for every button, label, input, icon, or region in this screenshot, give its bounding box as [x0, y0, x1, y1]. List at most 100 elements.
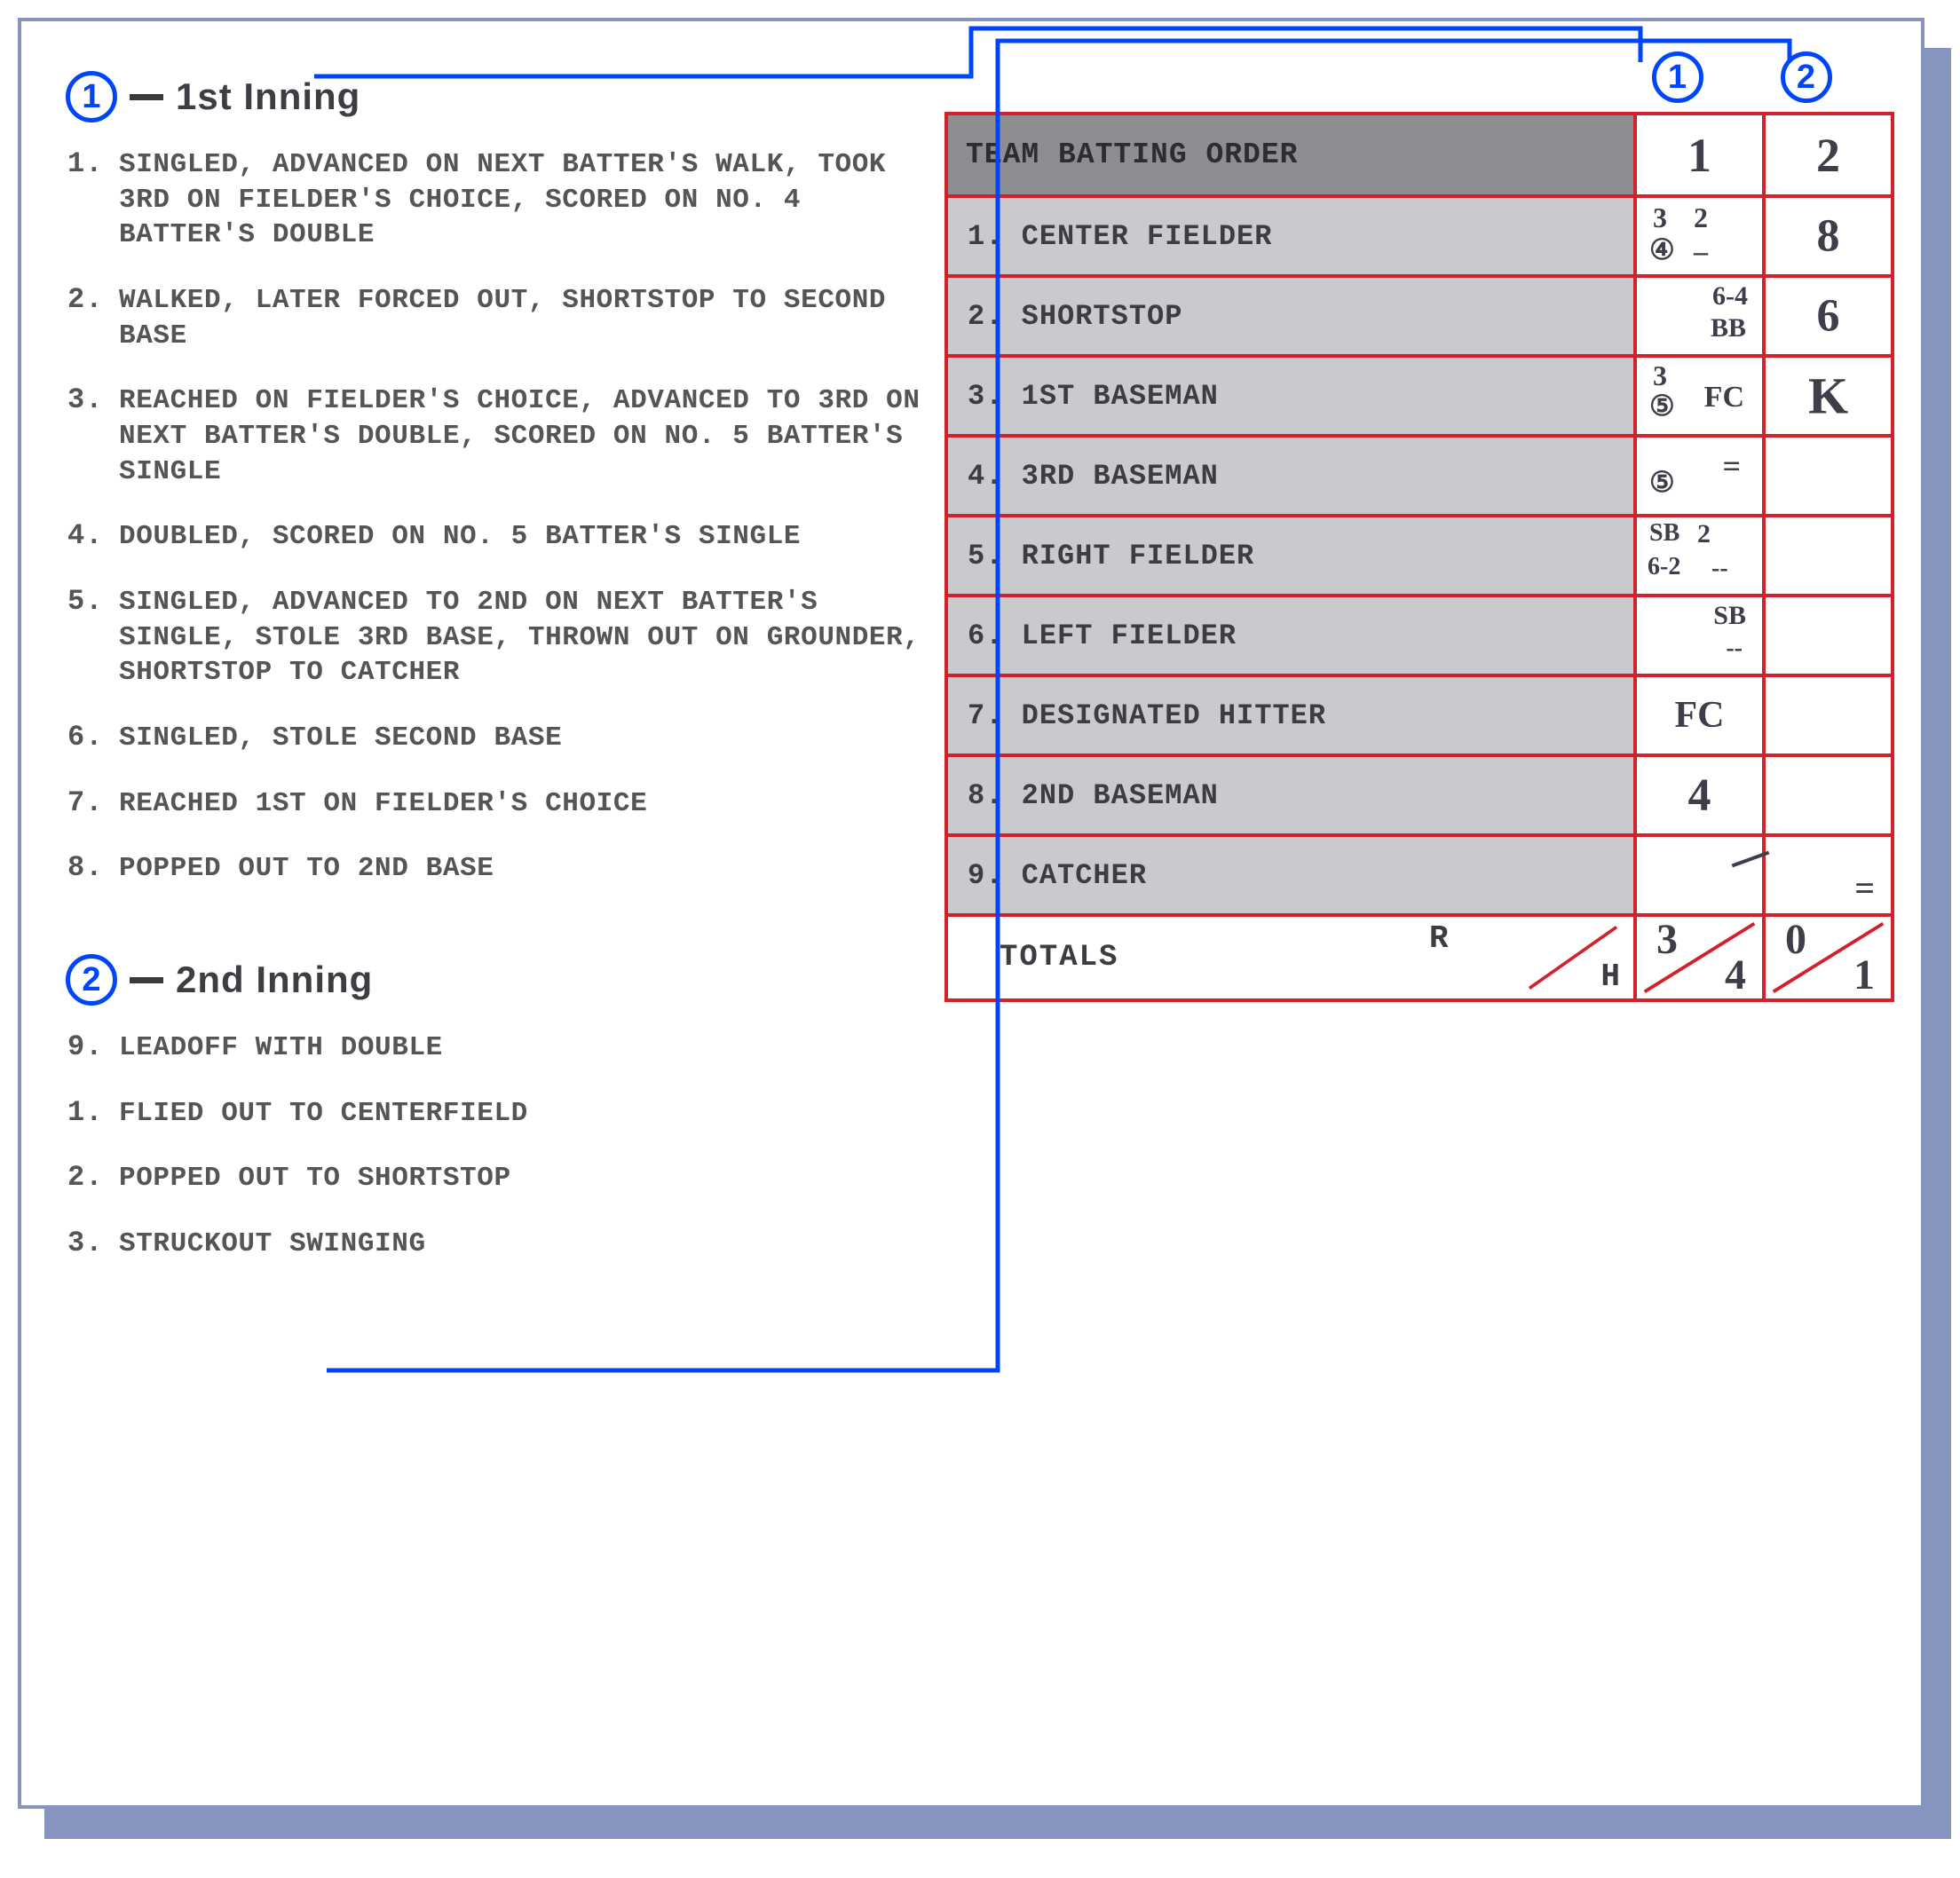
- score-cell: =: [1764, 835, 1893, 915]
- inning-1-header: 1 1st Inning: [66, 71, 923, 122]
- score-cell: [1635, 835, 1764, 915]
- inning-2-header: 2 2nd Inning: [66, 954, 923, 1006]
- dash: [130, 977, 163, 983]
- play-text: STRUCKOUT SWINGING: [119, 1227, 923, 1262]
- position-cell: 3. 1ST BASEMAN: [946, 356, 1635, 436]
- score-notation: 2: [1697, 521, 1711, 548]
- score-cell: 4: [1635, 755, 1764, 835]
- play-text: SINGLED, ADVANCED TO 2ND ON NEXT BATTER'…: [119, 585, 923, 690]
- score-cell: 32④–: [1635, 196, 1764, 276]
- play-number: 8.: [66, 851, 119, 887]
- score-notation: =: [1722, 450, 1741, 482]
- play-item: 4.DOUBLED, SCORED ON NO. 5 BATTER'S SING…: [66, 519, 923, 555]
- score-notation: 3: [1653, 361, 1667, 390]
- play-item: 9.LEADOFF WITH DOUBLE: [66, 1030, 923, 1066]
- table-row: 7. DESIGNATED HITTERFC: [946, 675, 1893, 755]
- play-text: SINGLED, STOLE SECOND BASE: [119, 721, 923, 756]
- score-notation: =: [1854, 871, 1875, 906]
- table-row: 4. 3RD BASEMAN⑤=: [946, 436, 1893, 516]
- play-text: WALKED, LATER FORCED OUT, SHORTSTOP TO S…: [119, 283, 923, 353]
- inning-2-marker: 2: [66, 954, 117, 1006]
- score-cell: ⑤=: [1635, 436, 1764, 516]
- scoretable-column: 1 2 TEAM BATTING ORDER 1 2 1. CENTER FIE…: [944, 48, 1894, 1779]
- score-notation: 6-2: [1648, 555, 1680, 580]
- totals-label-cell: TOTALS R H: [946, 915, 1635, 1000]
- score-cell: 8: [1764, 196, 1893, 276]
- play-text: POPPED OUT TO 2ND BASE: [119, 851, 923, 887]
- score-notation: BB: [1711, 315, 1746, 342]
- play-item: 1.FLIED OUT TO CENTERFIELD: [66, 1096, 923, 1132]
- play-item: 6.SINGLED, STOLE SECOND BASE: [66, 721, 923, 756]
- play-number: 2.: [66, 1161, 119, 1196]
- inning-col-2: 2: [1764, 114, 1893, 196]
- totals-inning-2: 0 1: [1764, 915, 1893, 1000]
- totals-label: TOTALS: [1000, 941, 1118, 975]
- play-number: 1.: [66, 147, 119, 253]
- play-text: SINGLED, ADVANCED ON NEXT BATTER'S WALK,…: [119, 147, 923, 253]
- table-row: 9. CATCHER =: [946, 835, 1893, 915]
- score-cell: [1764, 675, 1893, 755]
- play-number: 3.: [66, 1227, 119, 1262]
- inning-col-1: 1: [1635, 114, 1764, 196]
- position-cell: 9. CATCHER: [946, 835, 1635, 915]
- score-cell: 6: [1764, 276, 1893, 356]
- position-cell: 2. SHORTSTOP: [946, 276, 1635, 356]
- score-cell: [1764, 755, 1893, 835]
- batting-order-header: TEAM BATTING ORDER: [946, 114, 1635, 196]
- score-notation: 4: [1637, 769, 1762, 822]
- dash: [130, 94, 163, 100]
- play-item: 8.POPPED OUT TO 2ND BASE: [66, 851, 923, 887]
- inning-1-marker: 1: [66, 71, 117, 122]
- totals-1-h: 4: [1725, 954, 1746, 997]
- score-notation: K: [1766, 367, 1891, 426]
- table-row: 5. RIGHT FIELDERSB26-2--: [946, 516, 1893, 596]
- play-number: 9.: [66, 1030, 119, 1066]
- inning-1-title: 1st Inning: [176, 75, 360, 118]
- totals-2-r: 0: [1785, 919, 1806, 961]
- position-cell: 8. 2ND BASEMAN: [946, 755, 1635, 835]
- rh-r-label: R: [1429, 920, 1450, 957]
- score-notation: --: [1726, 636, 1743, 661]
- score-cell: K: [1764, 356, 1893, 436]
- scorecard-wrapper: 1 1st Inning 1.SINGLED, ADVANCED ON NEXT…: [18, 18, 1960, 1860]
- play-number: 7.: [66, 786, 119, 822]
- score-cell: SB --: [1635, 596, 1764, 675]
- inning-2-title: 2nd Inning: [176, 959, 373, 1001]
- play-item: 2.WALKED, LATER FORCED OUT, SHORTSTOP TO…: [66, 283, 923, 353]
- play-item: 3.STRUCKOUT SWINGING: [66, 1227, 923, 1262]
- score-notation: FC: [1704, 383, 1744, 413]
- score-notation: ⑤: [1649, 468, 1675, 496]
- score-notation: 2: [1694, 203, 1708, 232]
- col-marker-1: 1: [1652, 51, 1703, 103]
- play-number: 1.: [66, 1096, 119, 1132]
- column-markers: 1 2: [944, 51, 1894, 103]
- play-number: 6.: [66, 721, 119, 756]
- score-cell: 3⑤FC: [1635, 356, 1764, 436]
- play-item: 1.SINGLED, ADVANCED ON NEXT BATTER'S WAL…: [66, 147, 923, 253]
- play-item: 5.SINGLED, ADVANCED TO 2ND ON NEXT BATTE…: [66, 585, 923, 690]
- score-notation: 8: [1766, 210, 1891, 263]
- score-notation: SB: [1649, 521, 1679, 546]
- play-text: LEADOFF WITH DOUBLE: [119, 1030, 923, 1066]
- score-notation: SB: [1713, 603, 1746, 629]
- play-item: 3.REACHED ON FIELDER'S CHOICE, ADVANCED …: [66, 383, 923, 489]
- rh-h-label: H: [1600, 959, 1621, 995]
- position-cell: 5. RIGHT FIELDER: [946, 516, 1635, 596]
- table-row: 2. SHORTSTOP 6-4 BB 6: [946, 276, 1893, 356]
- score-notation: 6-4: [1712, 283, 1748, 310]
- play-number: 4.: [66, 519, 119, 555]
- position-cell: 1. CENTER FIELDER: [946, 196, 1635, 276]
- score-cell: [1764, 436, 1893, 516]
- position-cell: 6. LEFT FIELDER: [946, 596, 1635, 675]
- score-cell: [1764, 516, 1893, 596]
- play-text: POPPED OUT TO SHORTSTOP: [119, 1161, 923, 1196]
- score-notation: 6: [1766, 290, 1891, 343]
- totals-inning-1: 3 4: [1635, 915, 1764, 1000]
- score-cell: 6-4 BB: [1635, 276, 1764, 356]
- play-number: 3.: [66, 383, 119, 489]
- play-text: REACHED ON FIELDER'S CHOICE, ADVANCED TO…: [119, 383, 923, 489]
- play-item: 2.POPPED OUT TO SHORTSTOP: [66, 1161, 923, 1196]
- position-cell: 4. 3RD BASEMAN: [946, 436, 1635, 516]
- score-table: TEAM BATTING ORDER 1 2 1. CENTER FIELDER…: [944, 112, 1894, 1002]
- play-number: 2.: [66, 283, 119, 353]
